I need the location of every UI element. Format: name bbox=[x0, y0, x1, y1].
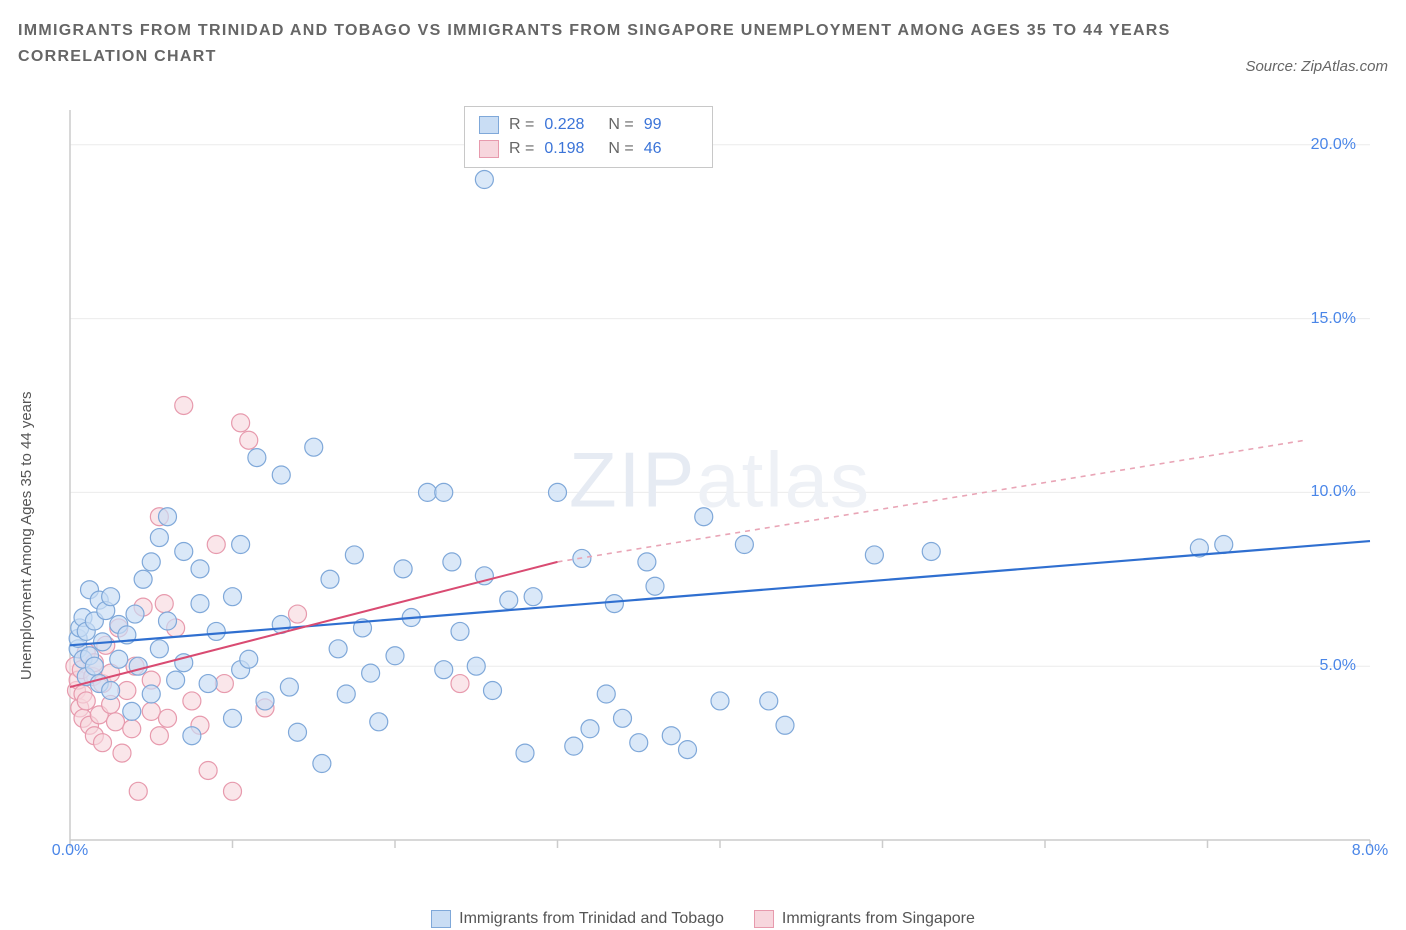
source-attribution: Source: ZipAtlas.com bbox=[1245, 58, 1388, 75]
chart-title-block: IMMIGRANTS FROM TRINIDAD AND TOBAGO VS I… bbox=[18, 18, 1388, 69]
stats-r-label: R = bbox=[509, 137, 534, 161]
stats-row-singapore: R = 0.198 N = 46 bbox=[479, 137, 698, 161]
swatch-singapore bbox=[479, 140, 499, 158]
legend-item-trinidad: Immigrants from Trinidad and Tobago bbox=[431, 910, 724, 928]
x-tick-label: 0.0% bbox=[52, 842, 88, 860]
swatch-trinidad bbox=[479, 116, 499, 134]
swatch-singapore bbox=[754, 910, 774, 928]
chart-title-line1: IMMIGRANTS FROM TRINIDAD AND TOBAGO VS I… bbox=[18, 18, 1388, 44]
legend: Immigrants from Trinidad and Tobago Immi… bbox=[0, 910, 1406, 928]
y-tick-label: 10.0% bbox=[1311, 483, 1356, 501]
stats-row-trinidad: R = 0.228 N = 99 bbox=[479, 113, 698, 137]
stats-r-label: R = bbox=[509, 113, 534, 137]
y-axis-title: Unemployment Among Ages 35 to 44 years bbox=[18, 391, 35, 680]
stats-n-value-trinidad: 99 bbox=[644, 113, 698, 137]
chart-svg bbox=[60, 100, 1380, 860]
legend-label-trinidad: Immigrants from Trinidad and Tobago bbox=[459, 910, 724, 928]
stats-n-label: N = bbox=[608, 137, 633, 161]
x-tick-label: 8.0% bbox=[1352, 842, 1388, 860]
y-tick-label: 5.0% bbox=[1320, 657, 1356, 675]
y-tick-label: 20.0% bbox=[1311, 136, 1356, 154]
correlation-stats-box: R = 0.228 N = 99 R = 0.198 N = 46 bbox=[464, 106, 713, 168]
stats-n-label: N = bbox=[608, 113, 633, 137]
legend-item-singapore: Immigrants from Singapore bbox=[754, 910, 975, 928]
y-tick-label: 15.0% bbox=[1311, 310, 1356, 328]
chart-title-line2: CORRELATION CHART bbox=[18, 44, 1388, 70]
stats-r-value-singapore: 0.198 bbox=[544, 137, 598, 161]
swatch-trinidad bbox=[431, 910, 451, 928]
stats-n-value-singapore: 46 bbox=[644, 137, 698, 161]
scatter-chart: ZIPatlas 5.0%10.0%15.0%20.0% 0.0%8.0% bbox=[60, 100, 1380, 860]
legend-label-singapore: Immigrants from Singapore bbox=[782, 910, 975, 928]
stats-r-value-trinidad: 0.228 bbox=[544, 113, 598, 137]
